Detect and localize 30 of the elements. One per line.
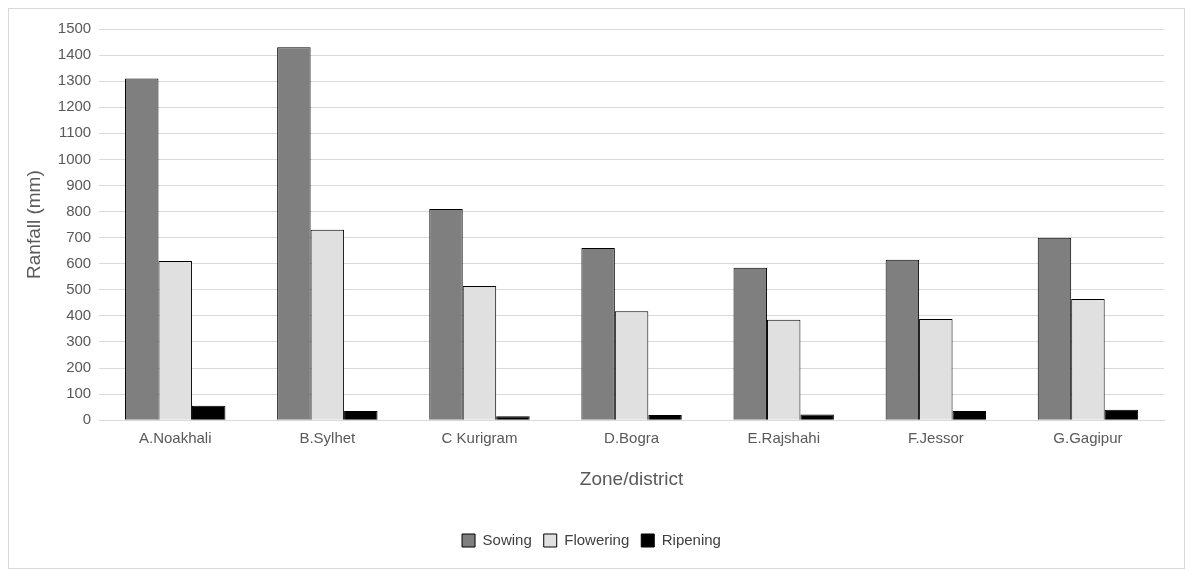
bar (191, 405, 226, 420)
legend-label: Sowing (482, 530, 532, 548)
x-tick-label: B.Sylhet (299, 429, 357, 447)
y-tick-label: 100 (66, 384, 92, 402)
x-tick-label: A.Noakhali (138, 429, 212, 447)
y-tick-label: 1200 (57, 97, 92, 115)
x-axis-title: Zone/district (579, 467, 685, 489)
y-tick-label: 200 (66, 358, 92, 376)
y-tick-label: 900 (66, 175, 92, 193)
x-tick-label: C Kurigram (441, 429, 518, 447)
y-tick-label: 0 (82, 410, 92, 428)
y-axis-title: Ranfall (mm) (22, 170, 44, 279)
y-tick-label: 700 (66, 227, 92, 245)
y-tick-label: 800 (66, 201, 92, 219)
bar (952, 411, 987, 420)
x-tick-label: E.Rajshahi (747, 429, 820, 447)
y-tick-label: 300 (66, 332, 92, 350)
legend-label: Flowering (564, 530, 630, 548)
x-tick-label: D.Bogra (604, 429, 660, 447)
y-tick-label: 1300 (57, 71, 92, 89)
legend-label: Ripening (661, 530, 721, 548)
x-tick-label: F.Jessor (907, 429, 964, 447)
y-tick-label: 1400 (57, 45, 92, 63)
y-tick-label: 400 (66, 306, 92, 324)
y-tick-label: 500 (66, 279, 92, 297)
x-tick-label: G.Gagipur (1053, 429, 1123, 447)
y-tick-label: 1500 (57, 19, 92, 37)
y-tick-label: 1100 (58, 123, 92, 141)
y-tick-label: 600 (66, 253, 92, 271)
y-tick-label: 1000 (57, 149, 92, 167)
